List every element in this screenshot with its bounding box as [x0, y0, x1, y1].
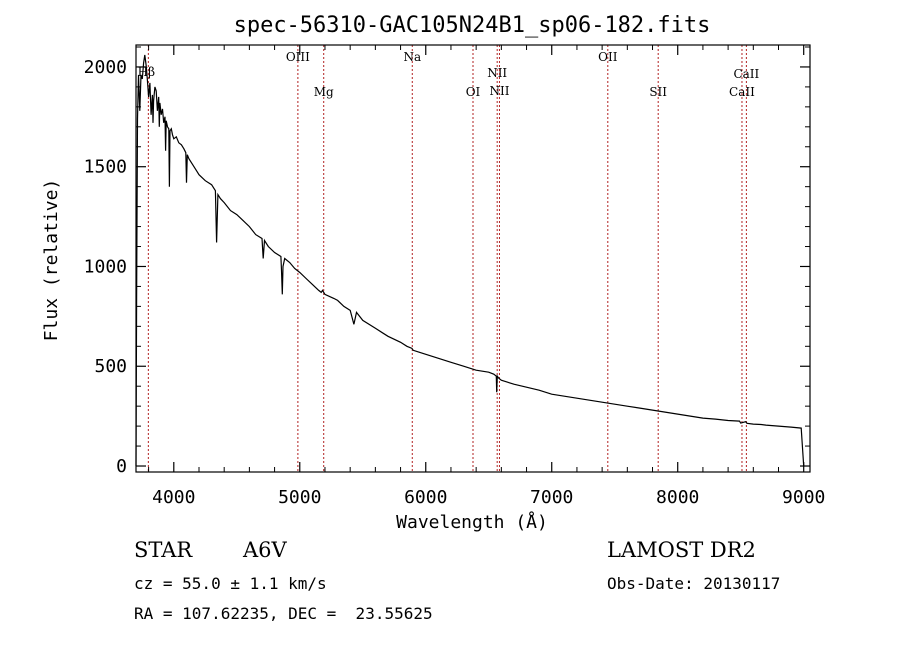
line-marker-label: CaII	[729, 85, 755, 99]
line-marker-label: Mg	[314, 85, 334, 99]
x-tick-label: 4000	[152, 487, 195, 508]
line-marker-label: OII	[598, 50, 618, 64]
line-marker-label: OI	[466, 85, 481, 99]
line-marker-label: OIII	[286, 50, 310, 64]
y-axis: 0 500 1000 1500 2000	[84, 46, 810, 477]
y-tick-label: 0	[116, 456, 127, 477]
line-marker-label: NII	[487, 66, 507, 80]
y-tick-label: 2000	[84, 57, 127, 78]
coordinates: RA = 107.62235, DEC = 23.55625	[134, 604, 433, 623]
line-marker-label: CaII	[733, 67, 759, 81]
object-subclass: A6V	[243, 538, 287, 562]
line-marker-label: NII	[489, 84, 509, 98]
x-tick-label: 9000	[782, 487, 825, 508]
y-axis-label: Flux (relative)	[41, 179, 62, 342]
y-tick-label: 500	[94, 356, 127, 377]
plot-frame	[135, 44, 811, 473]
x-axis-label: Wavelength (Å)	[396, 511, 548, 533]
x-tick-label: 8000	[656, 487, 699, 508]
redshift-value: cz = 55.0 ± 1.1 km/s	[134, 574, 327, 593]
spectrum-line	[135, 54, 805, 467]
x-tick-label: 7000	[530, 487, 573, 508]
x-tick-label: 6000	[404, 487, 447, 508]
observation-date: Obs-Date: 20130117	[607, 574, 781, 593]
y-tick-label: 1500	[84, 157, 127, 178]
y-tick-label: 1000	[84, 256, 127, 277]
x-axis: 4000 5000 6000 7000 8000 9000	[148, 45, 825, 508]
line-marker-label: Na	[403, 50, 421, 64]
object-class: STAR	[134, 538, 193, 562]
chart-title: spec-56310-GAC105N24B1_sp06-182.fits	[234, 13, 711, 38]
survey-name: LAMOST DR2	[607, 538, 756, 562]
line-marker-label: SII	[649, 85, 667, 99]
x-tick-label: 5000	[278, 487, 321, 508]
